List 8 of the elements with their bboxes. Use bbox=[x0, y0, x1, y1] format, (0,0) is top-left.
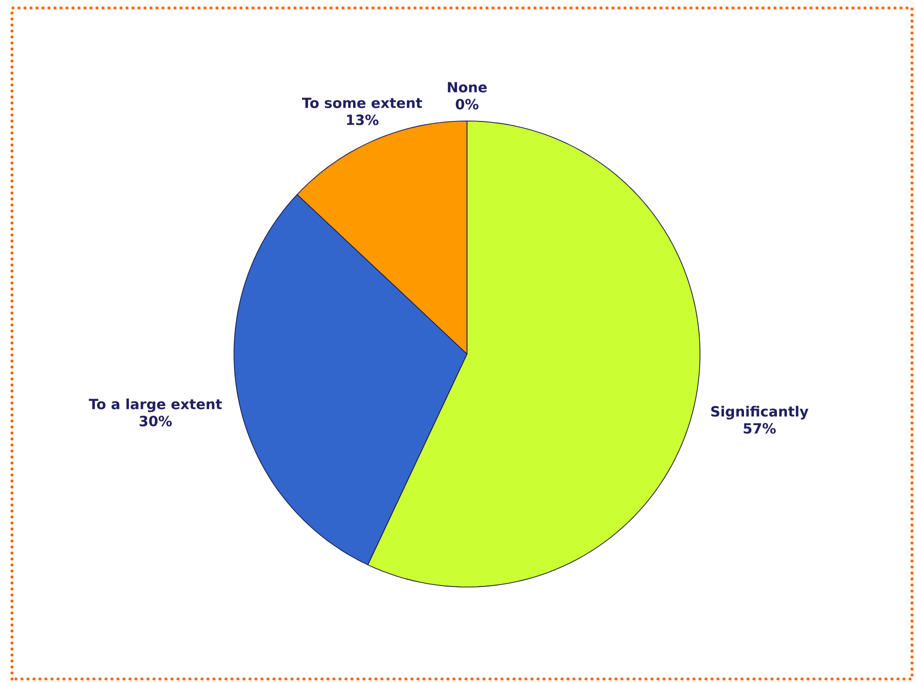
text: 0% bbox=[456, 98, 478, 110]
data-label: 13% bbox=[346, 114, 378, 126]
data-label: 30% bbox=[140, 416, 172, 426]
slice-label: To some extent bbox=[302, 98, 422, 108]
slice-label: Significantly bbox=[711, 406, 808, 420]
data-label: 57% bbox=[744, 423, 776, 434]
category-label: None bbox=[448, 82, 487, 92]
slice-label: To a large extent bbox=[88, 398, 222, 412]
